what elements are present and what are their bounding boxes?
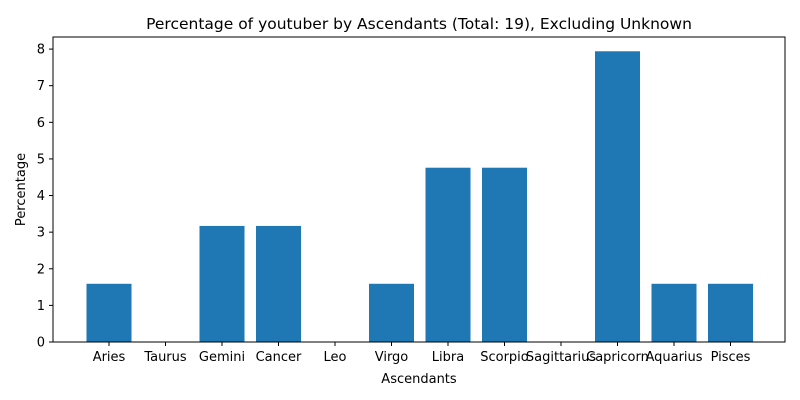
bars-group: [86, 51, 753, 342]
x-tick-label: Libra: [432, 350, 464, 365]
y-tick-label: 6: [37, 116, 45, 131]
bar-cancer: [256, 225, 301, 342]
x-axis-label: Ascendants: [381, 372, 457, 387]
x-tick-label: Capricorn: [586, 350, 649, 365]
bar-gemini: [199, 225, 245, 342]
y-axis-label: Percentage: [14, 153, 29, 226]
bar-aquarius: [651, 283, 697, 342]
x-tick-label: Scorpio: [480, 350, 529, 365]
x-tick-label: Gemini: [199, 350, 245, 365]
y-tick-label: 8: [37, 43, 45, 58]
x-tick-label: Leo: [324, 350, 347, 365]
x-tick-label: Cancer: [256, 350, 302, 365]
y-tick-label: 7: [37, 79, 45, 94]
bar-scorpio: [482, 167, 527, 342]
x-tick-label: Aquarius: [645, 350, 702, 365]
bar-pisces: [708, 283, 753, 342]
chart-title: Percentage of youtuber by Ascendants (To…: [146, 15, 692, 33]
y-tick-label: 0: [37, 336, 45, 351]
y-tick-label: 1: [37, 299, 45, 314]
bar-capricorn: [595, 51, 640, 342]
x-axis-ticks: Aries Taurus Gemini Cancer Leo Virgo Libra Scor…: [93, 342, 751, 365]
y-tick-label: 2: [37, 262, 45, 277]
bar-virgo: [369, 283, 414, 342]
y-tick-label: 5: [37, 152, 45, 167]
plot-frame: [52, 36, 786, 343]
x-tick-label: Virgo: [375, 350, 409, 365]
y-axis-ticks: 0 1 2 3 4 5 6 7 8: [37, 43, 53, 351]
x-tick-label: Sagittarius: [526, 350, 596, 365]
x-tick-label: Taurus: [143, 350, 187, 365]
bar-libra: [425, 167, 471, 342]
x-tick-label: Aries: [93, 350, 126, 365]
x-tick-label: Pisces: [711, 350, 751, 365]
y-tick-label: 4: [37, 189, 45, 204]
y-tick-label: 3: [37, 226, 45, 241]
bar-aries: [86, 283, 132, 342]
